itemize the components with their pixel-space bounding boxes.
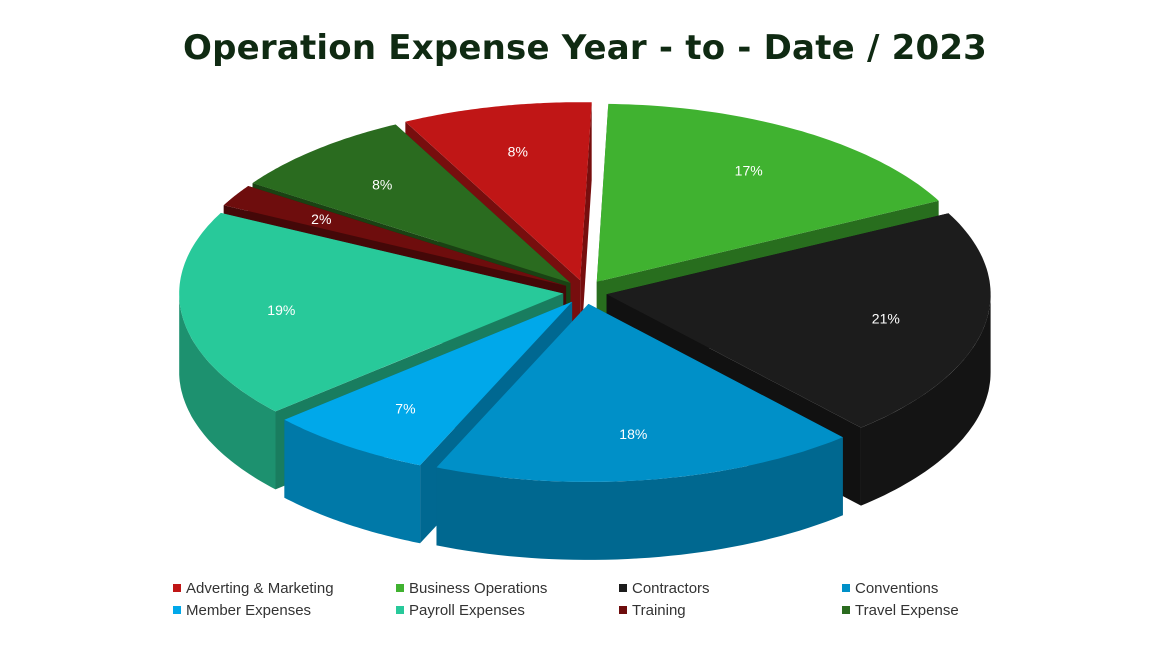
pie-slice-business-operations: [596, 103, 939, 282]
data-label-contractors: 21%: [872, 311, 900, 327]
legend-label-contractors: Contractors: [632, 579, 710, 597]
legend-item-adverting-marketing: Adverting & Marketing: [173, 579, 396, 597]
legend-item-travel-expense: Travel Expense: [842, 601, 1042, 619]
pie-slice-contractors: [606, 213, 991, 428]
legend-item-member-expenses: Member Expenses: [173, 601, 396, 619]
data-label-conventions: 18%: [619, 426, 647, 442]
legend-swatch-contractors: [619, 584, 627, 592]
pie-slice-side-member-expenses: [284, 419, 421, 544]
chart-title: Operation Expense Year - to - Date / 202…: [182, 28, 988, 68]
legend-label-business-operations: Business Operations: [409, 579, 548, 597]
pie-slice-member-expenses: [284, 301, 573, 466]
legend-swatch-business-operations: [396, 584, 404, 592]
legend-item-contractors: Contractors: [619, 579, 842, 597]
legend-item-business-operations: Business Operations: [396, 579, 619, 597]
pie-slice-payroll-expenses: [179, 212, 564, 412]
legend-label-conventions: Conventions: [855, 579, 939, 597]
pie-slice-travel-expense: [252, 124, 571, 283]
legend-label-travel-expense: Travel Expense: [855, 601, 959, 619]
legend-swatch-adverting-marketing: [173, 584, 181, 592]
legend-label-member-expenses: Member Expenses: [186, 601, 312, 619]
data-label-travel-expense: 8%: [372, 176, 392, 192]
pie-slice-training: [223, 186, 566, 286]
legend-swatch-training: [619, 606, 627, 614]
data-label-payroll-expenses: 19%: [267, 302, 295, 318]
pie-slice-side-conventions: [436, 437, 843, 560]
legend-swatch-travel-expense: [842, 606, 850, 614]
legend-swatch-member-expenses: [173, 606, 181, 614]
legend-swatch-payroll-expenses: [396, 606, 404, 614]
legend-label-payroll-expenses: Payroll Expenses: [409, 601, 525, 619]
legend-label-adverting-marketing: Adverting & Marketing: [186, 579, 334, 597]
pie-slice-adverting-marketing: [405, 102, 592, 281]
pie-slice-side-payroll-expenses: [179, 293, 276, 490]
legend-item-payroll-expenses: Payroll Expenses: [396, 601, 619, 619]
legend-item-training: Training: [619, 601, 842, 619]
legend-label-training: Training: [632, 601, 686, 619]
pie-slice-conventions: [436, 303, 843, 482]
data-label-adverting-marketing: 8%: [508, 144, 528, 160]
pie-slice-wall-adverting-marketing: [580, 102, 592, 359]
data-label-business-operations: 17%: [735, 163, 763, 179]
data-label-training: 2%: [311, 211, 331, 227]
chart-legend: Adverting & Marketing Business Operations…: [173, 579, 1033, 619]
data-label-member-expenses: 7%: [395, 401, 415, 417]
legend-item-conventions: Conventions: [842, 579, 1042, 597]
pie-slice-side-contractors: [861, 294, 991, 506]
legend-swatch-conventions: [842, 584, 850, 592]
